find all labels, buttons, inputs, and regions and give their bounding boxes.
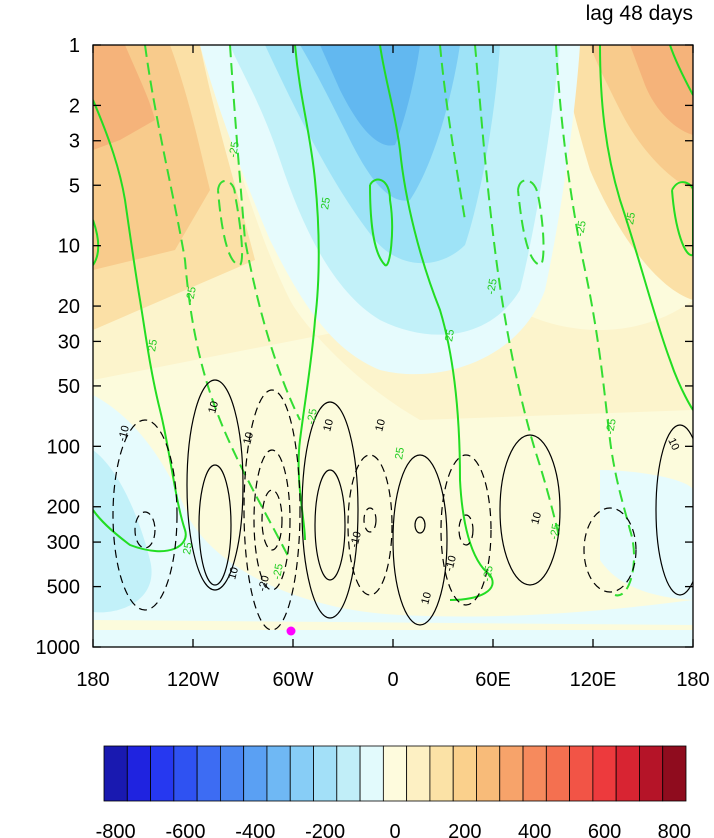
colorbar-box: [569, 745, 594, 802]
x-tick-label: 180: [676, 669, 709, 691]
colorbar-box: [103, 745, 128, 802]
x-tick-label: 60E: [475, 669, 511, 691]
svg-text:-20: -20: [256, 574, 272, 592]
colorbar-box: [406, 745, 431, 802]
svg-text:-25: -25: [548, 523, 563, 541]
colorbar-box: [219, 745, 245, 802]
colorbar-box: [196, 745, 221, 802]
svg-text:-25: -25: [305, 408, 320, 426]
contour-labels: -25 -25 25 25 25 -25 -25 25 -25 25 -25 -…: [116, 141, 681, 606]
colorbar-box: [522, 745, 547, 802]
x-tick-label: 120E: [570, 669, 617, 691]
y-tick-label: 200: [47, 497, 80, 519]
y-tick-label: 20: [58, 296, 80, 318]
colorbar-box: [126, 745, 151, 802]
colorbar-box: [289, 745, 314, 802]
y-tick-label: 2: [69, 95, 80, 117]
colorbar-box: [150, 745, 175, 802]
svg-text:-25: -25: [184, 286, 199, 304]
y-tick-label: 10: [58, 236, 80, 258]
colorbar-box: [336, 745, 361, 802]
svg-text:-25: -25: [485, 278, 500, 296]
colorbar-label: -200: [305, 821, 345, 838]
y-tick-label: 3: [69, 131, 80, 153]
colorbar-box: [429, 745, 454, 802]
colorbar-label: -400: [235, 821, 275, 838]
svg-text:-10: -10: [348, 530, 364, 548]
svg-text:-25: -25: [271, 563, 286, 581]
y-tick-label: 1000: [36, 637, 81, 659]
colorbar-label: 400: [518, 821, 551, 838]
green-dashed-contours: [144, 45, 636, 597]
colorbar-box: [359, 745, 384, 802]
svg-text:25: 25: [393, 446, 407, 460]
svg-text:-25: -25: [604, 418, 619, 436]
svg-text:-25: -25: [574, 220, 589, 238]
colorbar-box: [615, 745, 640, 802]
green-contours: [93, 45, 693, 601]
colorbar-label: -800: [96, 821, 136, 838]
colorbar-label: 800: [658, 821, 691, 838]
svg-text:10: 10: [206, 400, 221, 415]
x-tick-label: 120W: [167, 669, 219, 691]
colorbar-box: [662, 745, 687, 802]
colorbar-box: [266, 745, 291, 802]
svg-text:10: 10: [241, 431, 256, 446]
svg-text:10: 10: [665, 436, 681, 452]
svg-text:10: 10: [419, 591, 434, 606]
axes: 1 2 3 5 10 20 30 50 100 200 300 500 1000 180 120W 60W 0 6…: [36, 35, 710, 691]
y-tick-label: 300: [47, 532, 80, 554]
colorbar-box: [639, 745, 664, 802]
svg-text:10: 10: [321, 418, 336, 433]
location-marker: [286, 626, 296, 636]
plot-field: -25 -25 25 25 25 -25 -25 25 -25 25 -25 -…: [93, 45, 693, 647]
colorbar-box: [452, 745, 477, 802]
y-tick-label: 1: [69, 35, 80, 57]
colorbar-box: [499, 745, 524, 802]
colorbar-box: [313, 745, 338, 802]
colorbar-box: [545, 745, 571, 802]
svg-text:10: 10: [529, 511, 544, 526]
colorbar-box: [476, 745, 501, 802]
svg-text:25: 25: [624, 211, 638, 225]
svg-text:10: 10: [226, 566, 241, 581]
y-tick-label: 500: [47, 577, 80, 599]
y-tick-label: 5: [69, 175, 80, 197]
black-dashed-contours: [112, 389, 637, 631]
svg-text:25: 25: [319, 196, 333, 210]
svg-text:25: 25: [146, 338, 160, 352]
y-tick-label: 100: [47, 436, 80, 458]
chart-title: lag 48 days: [586, 2, 693, 25]
colorbar-box: [173, 745, 198, 802]
colorbar-label: 200: [448, 821, 481, 838]
y-tick-label: 30: [58, 331, 80, 353]
svg-text:-10: -10: [443, 554, 459, 572]
colorbar-box: [243, 745, 268, 802]
svg-text:10: 10: [373, 418, 388, 433]
x-tick-label: 180: [76, 669, 109, 691]
colorbar-box: [382, 745, 408, 802]
colorbar-box: [592, 745, 617, 802]
black-contours: [186, 379, 693, 626]
svg-text:-25: -25: [481, 565, 496, 583]
colorbar-label: 0: [389, 821, 400, 838]
x-tick-label: 60W: [272, 669, 313, 691]
y-tick-label: 50: [58, 376, 80, 398]
svg-text:-10: -10: [116, 424, 132, 442]
svg-text:25: 25: [181, 541, 195, 555]
svg-text:-25: -25: [227, 141, 242, 159]
colorbar-label: -600: [165, 821, 205, 838]
svg-text:25: 25: [443, 328, 457, 342]
colorbar: -800 -600 -400 -200 0 200 400 600 800: [96, 745, 691, 838]
x-tick-label: 0: [387, 669, 398, 691]
colorbar-label: 600: [588, 821, 621, 838]
